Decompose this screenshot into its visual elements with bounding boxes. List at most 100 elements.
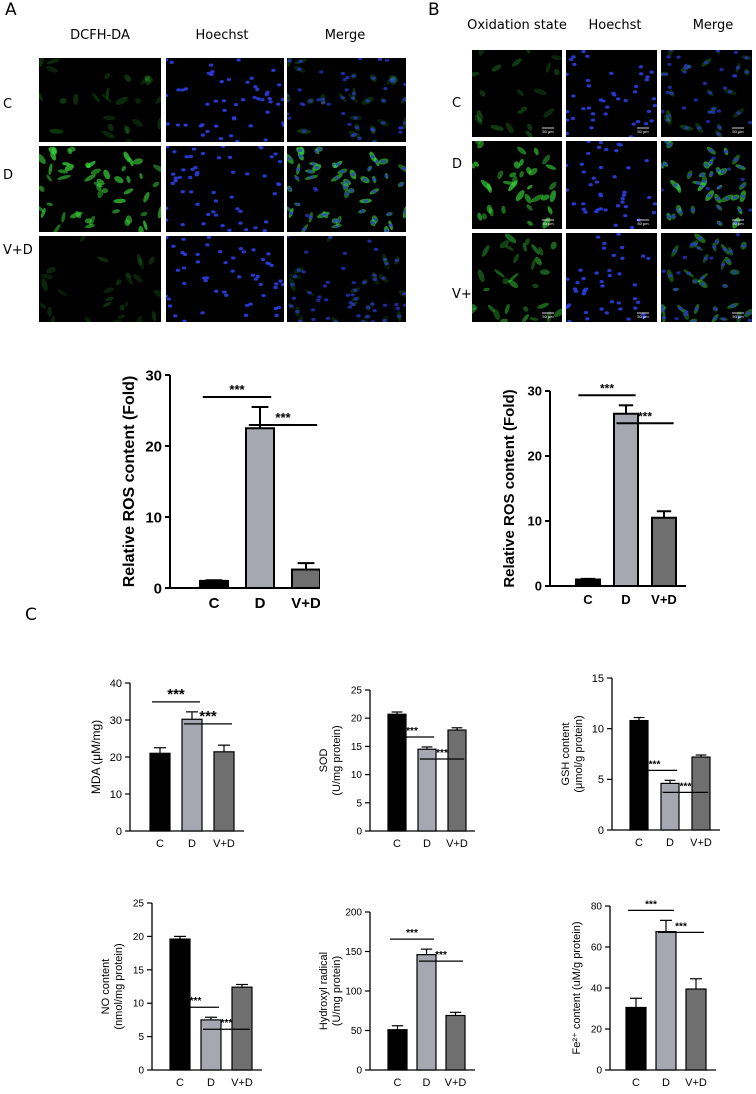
micrograph-merge bbox=[287, 236, 406, 322]
bar-C bbox=[575, 578, 601, 587]
y-tick-label: 100 bbox=[345, 987, 362, 998]
significance-label: *** bbox=[680, 781, 692, 792]
y-tick-label: 20 bbox=[145, 438, 162, 455]
panel-b-col-oxidation: Oxidation state bbox=[467, 18, 567, 33]
svg-text:50 μm: 50 μm bbox=[637, 129, 649, 134]
y-tick-label: 10 bbox=[528, 514, 542, 529]
significance-label: *** bbox=[435, 950, 447, 961]
y-tick-label: 40 bbox=[591, 984, 603, 995]
x-tick-label: C bbox=[209, 595, 220, 610]
y-tick-label: 10 bbox=[351, 770, 363, 781]
micrograph-merge bbox=[287, 146, 406, 232]
micrograph-blue bbox=[166, 236, 284, 322]
micrograph-green bbox=[39, 146, 161, 232]
y-tick-label: 10 bbox=[592, 724, 604, 736]
y-axis-label: (U/mg protein) bbox=[331, 725, 343, 795]
micrograph-merge: 50 μm bbox=[661, 233, 752, 322]
chart-hydroxyl-radical: 0 50 100 150 200 Hydroxyl radical (U/mg protei… bbox=[318, 908, 475, 1089]
bar-D bbox=[416, 954, 437, 1071]
micrograph-green: 50 μm bbox=[472, 233, 562, 322]
y-axis-label: SOD bbox=[318, 749, 330, 773]
svg-text:50 μm: 50 μm bbox=[637, 221, 649, 226]
y-tick-label: 10 bbox=[145, 509, 162, 526]
bar-VD bbox=[291, 568, 320, 589]
significance-label: *** bbox=[406, 928, 418, 939]
x-tick-label: V+D bbox=[291, 595, 320, 610]
panel-a-col-hoechst: Hoechst bbox=[195, 28, 249, 43]
bar-C bbox=[387, 1029, 408, 1071]
x-tick-label: C bbox=[393, 838, 401, 850]
y-tick-label: 5 bbox=[598, 774, 604, 786]
panel-a-col-dcfh: DCFH-DA bbox=[70, 28, 130, 43]
x-tick-label: V+D bbox=[445, 1077, 467, 1089]
x-tick-label: D bbox=[666, 837, 674, 849]
bar-C bbox=[629, 719, 649, 831]
y-tick-label: 0 bbox=[596, 1066, 602, 1077]
y-tick-label: 5 bbox=[138, 1032, 144, 1043]
micrograph-green bbox=[39, 58, 161, 142]
y-axis-label: (U/mg protein) bbox=[331, 956, 343, 1026]
panel-b-row-d: D bbox=[452, 157, 463, 172]
bar-VD bbox=[445, 1014, 466, 1071]
y-tick-label: 30 bbox=[110, 715, 122, 727]
y-tick-label: 25 bbox=[133, 899, 145, 910]
panel-a-row-c: C bbox=[3, 97, 13, 112]
svg-text:50 μm: 50 μm bbox=[542, 314, 554, 319]
y-tick-label: 20 bbox=[591, 1025, 603, 1036]
micrograph-green: 50 μm bbox=[472, 50, 562, 137]
bar-D bbox=[181, 718, 203, 832]
y-tick-label: 0 bbox=[356, 1066, 362, 1077]
micrograph-blue bbox=[166, 58, 284, 142]
bar-C bbox=[387, 713, 407, 832]
y-tick-label: 60 bbox=[591, 943, 603, 954]
x-tick-label: C bbox=[156, 838, 164, 850]
x-tick-label: C bbox=[583, 592, 593, 607]
bar-D bbox=[417, 748, 437, 832]
bar-VD bbox=[691, 756, 711, 831]
x-tick-label: D bbox=[662, 1077, 670, 1089]
y-tick-label: 5 bbox=[356, 798, 362, 809]
x-tick-label: V+D bbox=[690, 837, 712, 849]
bar-VD bbox=[651, 516, 677, 587]
bar-C bbox=[149, 752, 171, 832]
significance-label: *** bbox=[600, 381, 614, 395]
bar-D bbox=[660, 782, 680, 831]
bar-VD bbox=[685, 988, 707, 1071]
x-tick-label: C bbox=[176, 1077, 184, 1089]
micrograph-blue: 50 μm bbox=[566, 50, 657, 137]
bar-D bbox=[655, 931, 677, 1071]
y-tick-label: 0 bbox=[116, 826, 122, 838]
chart-gsh: 0 5 10 15 GSH content (μmol/g protein) C D V+D **… bbox=[560, 673, 720, 849]
y-tick-label: 0 bbox=[138, 1066, 144, 1077]
micrograph-merge: 50 μm bbox=[661, 141, 752, 229]
significance-label: *** bbox=[229, 382, 245, 397]
bar-D bbox=[200, 1019, 222, 1071]
y-tick-label: 0 bbox=[598, 825, 604, 837]
bar-D bbox=[613, 412, 639, 587]
significance-label: *** bbox=[167, 686, 185, 703]
y-tick-label: 40 bbox=[110, 678, 122, 690]
panel-a-row-d: D bbox=[3, 168, 14, 183]
y-tick-label: 0 bbox=[154, 580, 162, 597]
x-tick-label: D bbox=[423, 1077, 431, 1089]
chart-ros-panel-b: 0 10 20 30 Relative ROS content (Fold) C D V+D *… bbox=[501, 381, 686, 607]
significance-label: *** bbox=[645, 899, 657, 910]
y-tick-label: 20 bbox=[528, 449, 542, 464]
svg-text:50 μm: 50 μm bbox=[732, 314, 744, 319]
significance-label: *** bbox=[638, 409, 652, 423]
y-tick-label: 30 bbox=[528, 384, 542, 399]
chart-no: 0 5 10 15 20 25 NO content (nmol/mg protein) C D V… bbox=[100, 899, 262, 1089]
x-tick-label: V+D bbox=[213, 838, 235, 850]
y-axis-label: NO content bbox=[100, 959, 112, 1015]
bar-C bbox=[199, 579, 229, 589]
micrograph-blue bbox=[166, 146, 284, 232]
x-tick-label: D bbox=[423, 838, 431, 850]
micrograph-merge: 50 μm bbox=[661, 50, 752, 137]
x-tick-label: D bbox=[188, 838, 196, 850]
micrograph-green: 50 μm bbox=[472, 141, 562, 229]
y-tick-label: 15 bbox=[592, 673, 604, 685]
x-tick-label: C bbox=[394, 1077, 402, 1089]
y-tick-label: 150 bbox=[345, 947, 362, 958]
y-tick-label: 80 bbox=[591, 902, 603, 913]
y-tick-label: 50 bbox=[351, 1026, 363, 1037]
